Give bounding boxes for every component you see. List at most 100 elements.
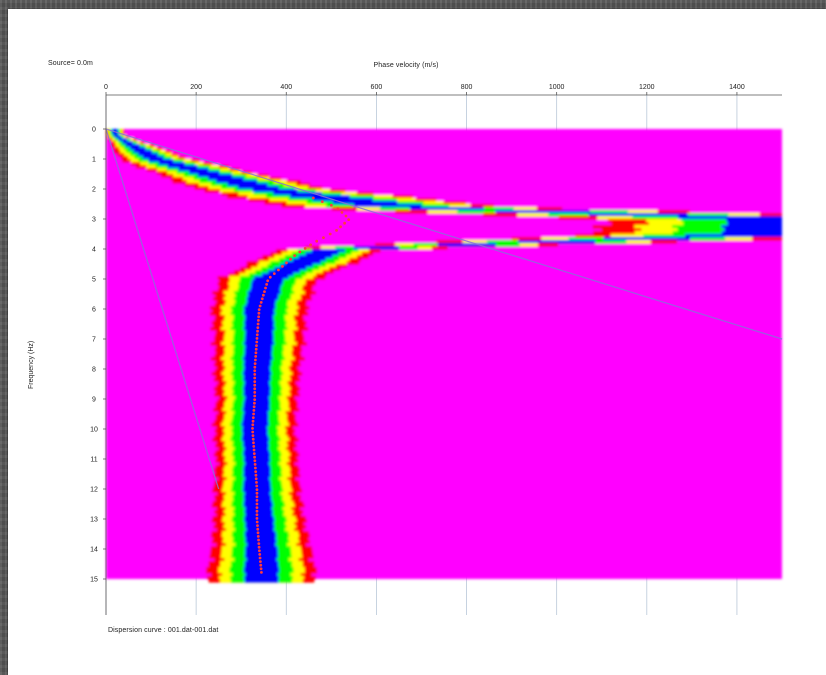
heatmap-strip <box>242 417 269 421</box>
heatmap-strip <box>268 270 300 274</box>
dispersion-point <box>258 556 262 560</box>
heatmap-strip <box>244 534 277 538</box>
heatmap-strip <box>244 531 276 535</box>
dispersion-point <box>253 373 257 376</box>
heatmap-strip <box>242 486 271 490</box>
heatmap-strip <box>242 372 272 376</box>
heatmap-strip <box>244 381 270 385</box>
heatmap-strip <box>244 516 275 520</box>
heatmap-strip <box>298 255 333 259</box>
dispersion-point <box>255 499 259 502</box>
dispersion-point <box>257 545 261 549</box>
dispersion-point <box>266 279 270 283</box>
dispersion-point <box>252 405 256 409</box>
dispersion-point <box>256 535 260 538</box>
heatmap-strip <box>244 354 272 358</box>
heatmap-strip <box>138 153 158 157</box>
heatmap-strip <box>353 204 422 208</box>
dispersion-point <box>253 376 257 380</box>
heatmap-background <box>106 129 782 579</box>
heatmap-strip <box>158 162 185 166</box>
x-tick-label: 1000 <box>549 84 565 91</box>
heatmap-strip <box>244 399 270 403</box>
heatmap-strip <box>227 183 268 187</box>
heatmap-strip <box>208 177 244 181</box>
dispersion-point <box>255 495 259 499</box>
dispersion-point <box>252 441 255 445</box>
dispersion-point <box>253 380 257 383</box>
heatmap-strip <box>243 405 270 409</box>
heatmap-strip <box>603 237 691 241</box>
dispersion-point <box>339 225 342 229</box>
y-tick-label: 1 <box>92 157 96 164</box>
dispersion-point <box>328 232 332 236</box>
heatmap-strip <box>242 435 269 439</box>
dispersion-point <box>268 275 272 279</box>
dispersion-point <box>256 531 260 535</box>
heatmap-strip <box>246 543 276 547</box>
y-tick-label: 13 <box>90 517 98 524</box>
y-tick-label: 4 <box>92 247 96 254</box>
heatmap-strip <box>112 132 118 136</box>
heatmap-strip <box>125 144 140 148</box>
heatmap-strip <box>243 459 271 463</box>
dispersion-point <box>253 362 257 365</box>
dispersion-point <box>255 340 259 344</box>
plot-window: Source= 0.0m Phase velocity (m/s) Freque… <box>8 9 826 675</box>
heatmap-strip <box>242 414 269 418</box>
dispersion-point <box>320 200 324 204</box>
heatmap-strip <box>292 258 326 262</box>
heatmap-strip <box>244 339 274 343</box>
dispersion-point <box>257 308 261 311</box>
y-tick-label: 8 <box>92 367 96 374</box>
picked-dispersion-curve <box>251 196 351 574</box>
heatmap-strip <box>685 234 782 238</box>
heatmap-strip <box>243 471 271 475</box>
x-tick-label: 1400 <box>729 84 745 91</box>
x-tick-label: 1200 <box>639 84 655 91</box>
heatmap-strip <box>242 453 271 457</box>
dispersion-point <box>261 293 265 297</box>
dispersion-point <box>253 387 257 391</box>
dispersion-point <box>253 358 257 362</box>
reference-line <box>105 128 783 340</box>
dispersion-point <box>289 257 292 261</box>
heatmap-strip <box>244 324 275 328</box>
dispersion-point <box>253 463 257 466</box>
dispersion-point <box>251 419 255 423</box>
heatmap-strip <box>721 231 782 235</box>
dispersion-point <box>251 430 255 434</box>
heatmap-strip <box>245 513 273 517</box>
heatmap-strip <box>111 129 119 133</box>
dispersion-curve-label: Dispersion curve : 001.dat-001.dat <box>108 627 219 634</box>
dispersion-point <box>253 391 257 394</box>
dispersion-point <box>252 412 255 416</box>
heatmap-strip <box>261 273 294 277</box>
heatmap-strip <box>148 159 174 163</box>
dispersion-point <box>303 247 307 250</box>
dispersion-point <box>255 484 259 488</box>
heatmap-strip <box>245 549 278 553</box>
dispersion-point <box>315 239 319 243</box>
heatmap-strip <box>244 579 279 583</box>
dispersion-point <box>255 337 259 340</box>
heatmap-strip <box>244 519 275 523</box>
dispersion-point <box>253 455 256 459</box>
y-tick-label: 0 <box>92 127 96 134</box>
heatmap-strip <box>312 198 373 202</box>
dispersion-point <box>254 355 258 358</box>
heatmap-strip <box>518 240 596 244</box>
x-tick-label: 400 <box>280 84 292 91</box>
heatmap-strip <box>243 501 273 505</box>
heatmap-strip <box>244 525 275 529</box>
dispersion-point <box>255 488 259 491</box>
heatmap-strip <box>244 351 272 355</box>
heatmap-strip <box>305 252 339 256</box>
heatmap-strip <box>244 507 272 511</box>
heatmap-strip <box>244 555 279 559</box>
heatmap-strip <box>332 201 398 205</box>
heatmap-strip <box>311 249 345 253</box>
dispersion-point <box>254 477 258 481</box>
heatmap-strip <box>273 192 322 196</box>
heatmap-strip <box>721 225 782 229</box>
